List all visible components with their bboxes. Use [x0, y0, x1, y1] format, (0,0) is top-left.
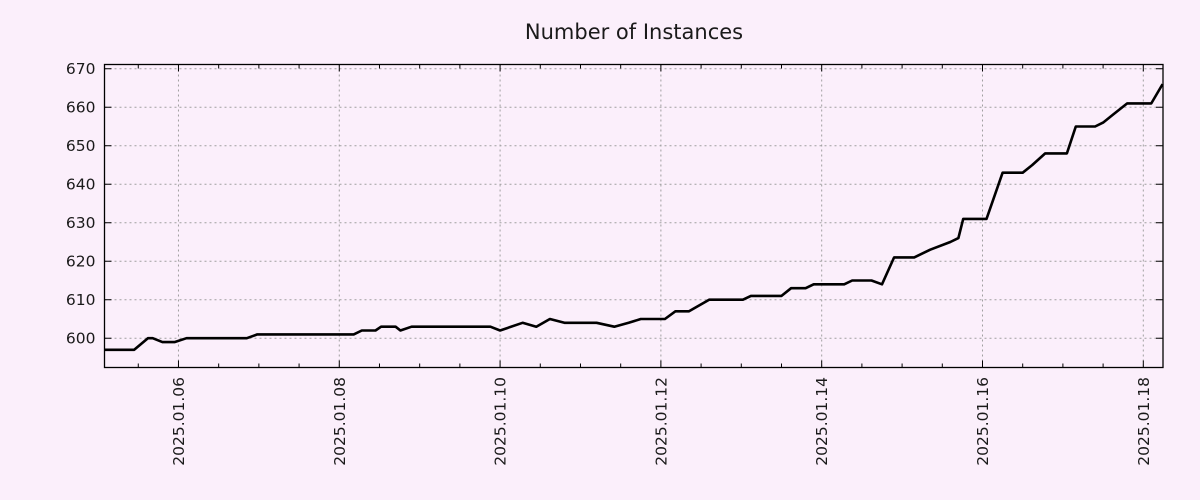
data-series — [104, 83, 1164, 352]
axis-labels: 600 610 620 630 640 650 660 670 2025.01.06 2025.0… — [66, 60, 1153, 466]
x-tick-label: 2025.01.12 — [652, 377, 670, 466]
x-tick-label: 2025.01.18 — [1135, 377, 1153, 466]
x-tick-label: 2025.01.14 — [813, 377, 831, 466]
axes — [103, 63, 1164, 369]
y-tick-label: 640 — [66, 176, 96, 194]
series-line-instances — [104, 83, 1164, 352]
gridlines — [104, 64, 1163, 368]
x-tick-label: 2025.01.08 — [331, 377, 349, 466]
y-tick-label: 600 — [66, 330, 96, 348]
y-tick-label: 660 — [66, 99, 96, 117]
y-tick-label: 630 — [66, 214, 96, 232]
x-tick-label: 2025.01.16 — [974, 377, 992, 466]
y-tick-label: 670 — [66, 60, 96, 78]
x-tick-label: 2025.01.06 — [170, 377, 188, 466]
plot-border — [103, 63, 1164, 369]
chart-title: Number of Instances — [525, 20, 743, 44]
y-tick-label: 610 — [66, 291, 96, 309]
x-tick-label: 2025.01.10 — [492, 377, 510, 466]
y-tick-label: 650 — [66, 137, 96, 155]
y-tick-label: 620 — [66, 253, 96, 271]
